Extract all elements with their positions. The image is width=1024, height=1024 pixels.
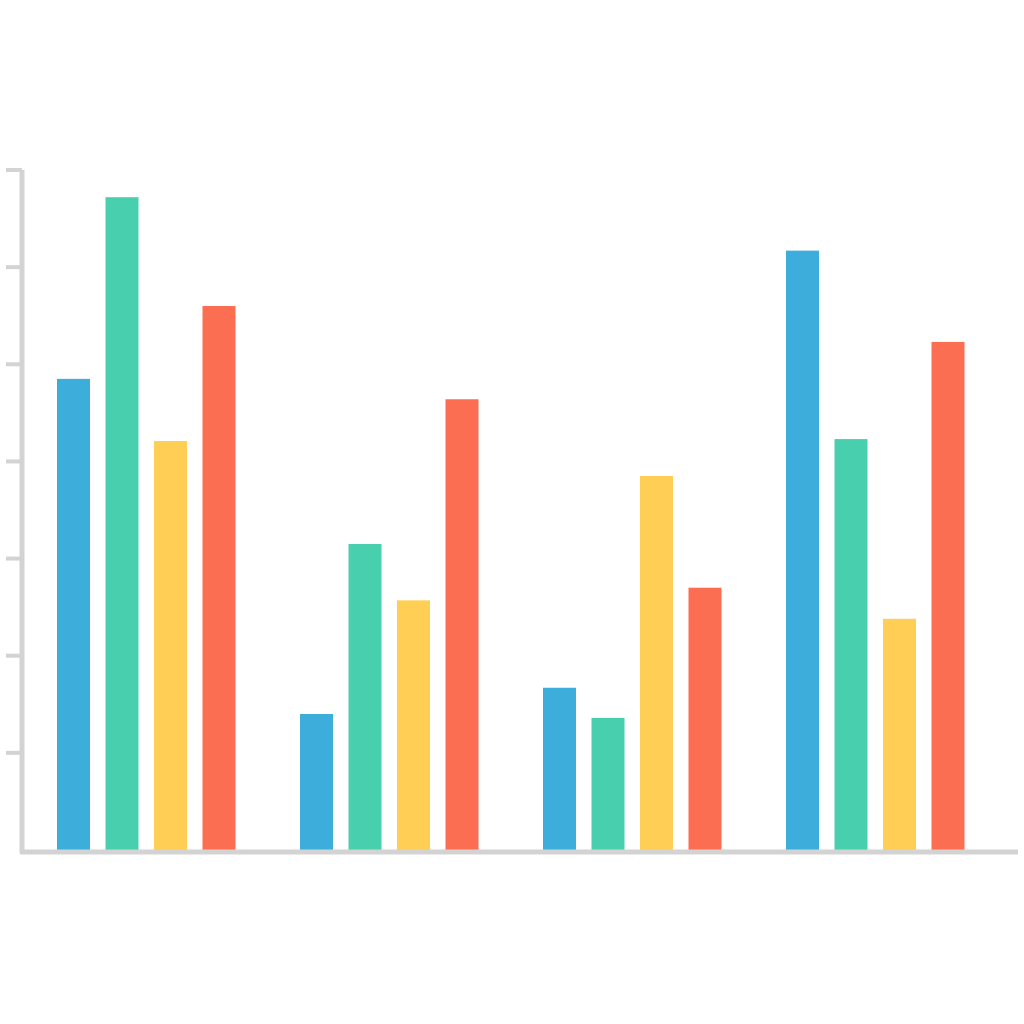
bar-group4-series2 <box>834 439 868 850</box>
bar-group3-series2 <box>591 717 625 850</box>
bar-group2-series3 <box>397 600 430 850</box>
bar-group2-series4 <box>445 399 479 850</box>
bar-group1-series3 <box>154 441 187 850</box>
bars <box>57 197 965 851</box>
bar-group4-series3 <box>883 618 916 850</box>
bar-group1-series1 <box>57 378 90 850</box>
bar-group3-series3 <box>640 476 673 850</box>
bar-group3-series1 <box>543 687 576 850</box>
bar-group3-series4 <box>688 587 722 850</box>
bar-group4-series1 <box>786 250 819 851</box>
y-axis-ticks <box>6 168 22 755</box>
bar-group2-series2 <box>348 544 382 850</box>
bar-group2-series1 <box>300 714 333 850</box>
bar-group1-series4 <box>202 306 236 850</box>
bar-group1-series2 <box>105 197 139 850</box>
bar-group4-series4 <box>931 341 965 850</box>
